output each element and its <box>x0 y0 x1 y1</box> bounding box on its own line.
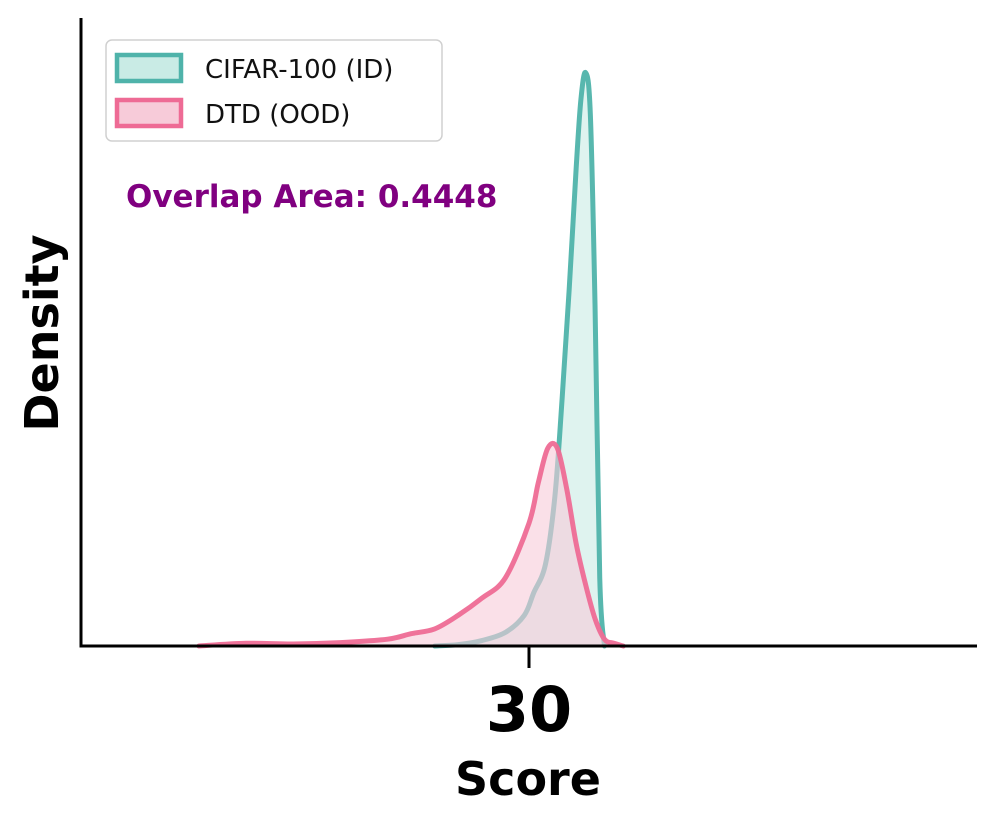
legend-label-dtd: DTD (OOD) <box>205 100 350 130</box>
legend-swatch-cifar100 <box>114 52 184 84</box>
series-line-dtd-ood <box>196 440 626 649</box>
x-ticks: 30 <box>486 646 572 746</box>
series-layer <box>196 69 626 649</box>
x-tick-label: 30 <box>486 673 572 746</box>
x-axis-label: Score <box>455 752 601 806</box>
series-area-dtd-ood <box>198 443 624 646</box>
legend-label-cifar100: CIFAR-100 (ID) <box>205 55 393 85</box>
overlap-area-annotation: Overlap Area: 0.4448 <box>126 179 497 215</box>
legend: CIFAR-100 (ID) DTD (OOD) <box>105 39 443 142</box>
y-axis-label: Density <box>15 234 69 431</box>
legend-frame <box>105 39 443 142</box>
legend-swatch-dtd <box>114 97 184 129</box>
